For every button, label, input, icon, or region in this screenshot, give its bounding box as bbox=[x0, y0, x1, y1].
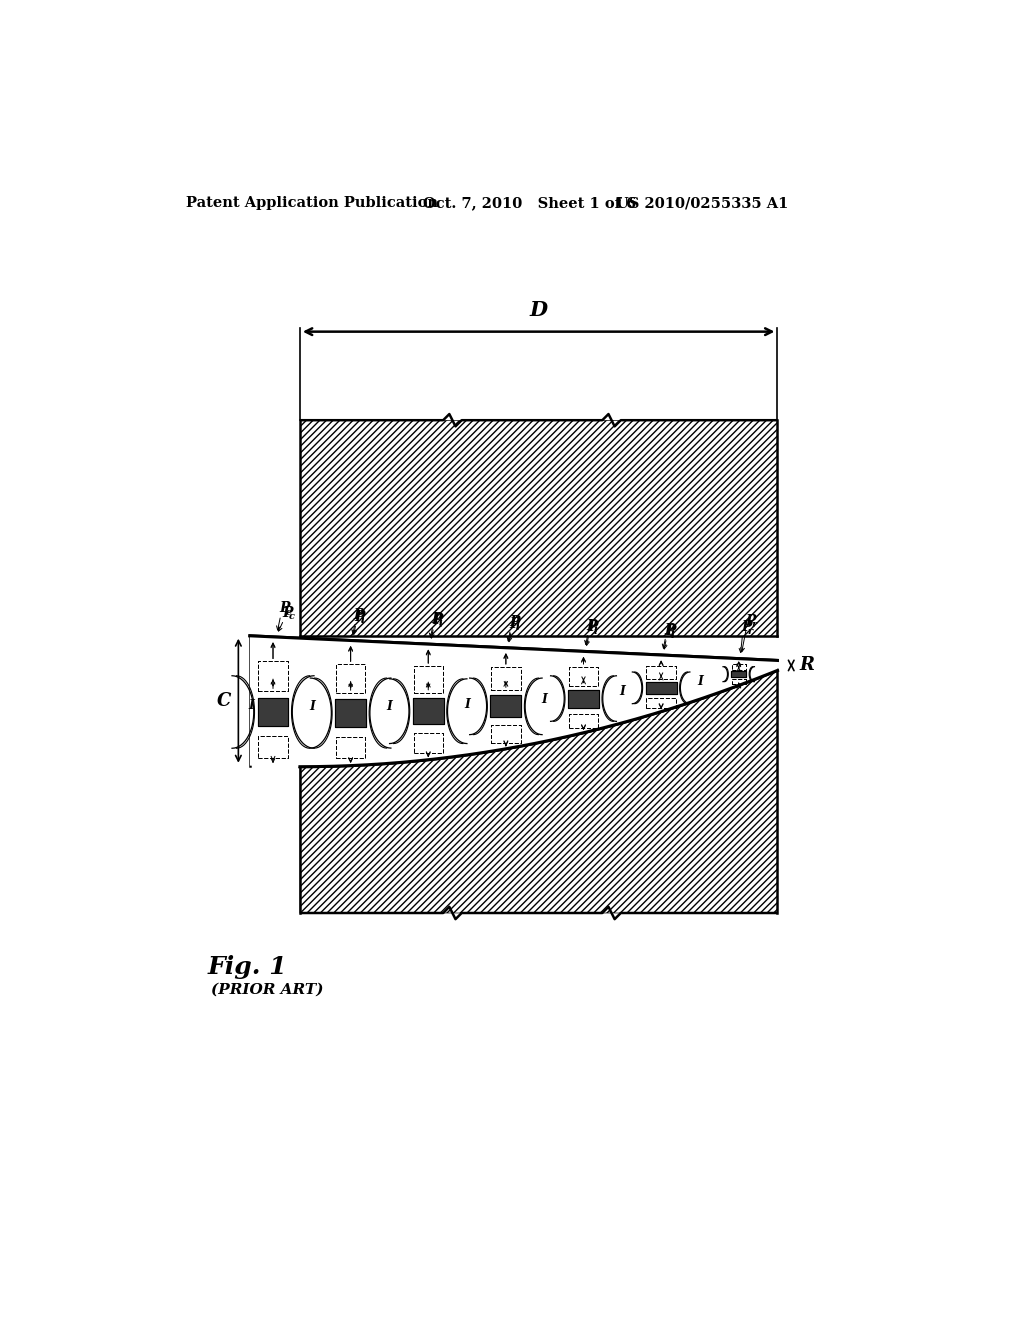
Bar bbox=[258, 698, 289, 726]
Text: I: I bbox=[249, 700, 254, 711]
Text: i: i bbox=[671, 630, 675, 638]
Bar bbox=[335, 700, 366, 727]
Bar bbox=[336, 737, 366, 758]
Text: P: P bbox=[744, 614, 756, 628]
Text: c: c bbox=[289, 612, 295, 622]
Text: I: I bbox=[309, 700, 314, 713]
Text: I: I bbox=[249, 700, 254, 711]
Bar bbox=[492, 667, 520, 690]
Text: R: R bbox=[799, 656, 814, 675]
Text: P: P bbox=[283, 606, 293, 620]
Polygon shape bbox=[300, 671, 777, 913]
Bar bbox=[258, 737, 288, 759]
Bar bbox=[569, 714, 598, 727]
Bar bbox=[732, 680, 745, 684]
Bar bbox=[492, 725, 520, 743]
Text: i: i bbox=[438, 618, 442, 627]
Text: i: i bbox=[438, 619, 442, 628]
Bar bbox=[569, 667, 598, 685]
Bar bbox=[646, 681, 677, 694]
Bar bbox=[258, 698, 289, 726]
Bar bbox=[414, 733, 443, 752]
Text: D: D bbox=[529, 300, 548, 321]
Text: I: I bbox=[697, 676, 702, 688]
Text: I: I bbox=[464, 698, 470, 710]
Text: I: I bbox=[542, 693, 548, 706]
Bar bbox=[335, 700, 366, 727]
Bar bbox=[258, 661, 288, 692]
Bar bbox=[646, 698, 676, 708]
Polygon shape bbox=[250, 636, 777, 767]
Bar bbox=[414, 667, 443, 693]
Text: P: P bbox=[587, 619, 597, 632]
Text: I: I bbox=[542, 693, 548, 706]
Text: P: P bbox=[510, 616, 520, 631]
Text: r: r bbox=[752, 620, 757, 630]
Bar bbox=[732, 680, 745, 684]
Text: P: P bbox=[353, 609, 365, 622]
Bar bbox=[646, 665, 676, 678]
Bar bbox=[413, 698, 443, 723]
Text: I: I bbox=[697, 676, 702, 688]
Text: i: i bbox=[594, 627, 597, 636]
Bar bbox=[414, 733, 443, 752]
Bar bbox=[490, 696, 521, 718]
Text: P: P bbox=[280, 602, 290, 615]
Text: i: i bbox=[360, 615, 365, 623]
Text: r: r bbox=[748, 627, 753, 635]
Text: Fig. 1: Fig. 1 bbox=[208, 954, 287, 979]
Text: P: P bbox=[741, 620, 752, 634]
Bar bbox=[731, 671, 746, 677]
Text: P: P bbox=[354, 610, 365, 623]
Bar bbox=[732, 664, 745, 669]
Bar bbox=[413, 698, 443, 723]
Text: I: I bbox=[309, 700, 314, 713]
Text: I: I bbox=[464, 698, 470, 710]
Text: C: C bbox=[217, 692, 231, 710]
Text: P: P bbox=[665, 623, 675, 636]
Bar bbox=[732, 664, 745, 669]
Bar bbox=[414, 667, 443, 693]
Text: i: i bbox=[594, 626, 597, 635]
Text: I: I bbox=[386, 700, 392, 713]
Bar bbox=[336, 664, 366, 693]
Text: i: i bbox=[671, 631, 675, 640]
Text: i: i bbox=[360, 616, 365, 626]
Text: I: I bbox=[386, 700, 392, 713]
Text: I: I bbox=[620, 685, 626, 698]
Text: P: P bbox=[509, 615, 519, 630]
Text: i: i bbox=[516, 622, 519, 631]
Bar bbox=[336, 664, 366, 693]
Bar bbox=[731, 671, 746, 677]
Bar bbox=[569, 714, 598, 727]
Text: (PRIOR ART): (PRIOR ART) bbox=[211, 983, 324, 997]
Bar bbox=[490, 696, 521, 718]
Bar bbox=[258, 737, 288, 759]
Text: P: P bbox=[665, 624, 676, 638]
Bar bbox=[336, 737, 366, 758]
Text: P: P bbox=[431, 611, 441, 626]
Bar bbox=[258, 661, 288, 692]
Text: Oct. 7, 2010   Sheet 1 of 6: Oct. 7, 2010 Sheet 1 of 6 bbox=[423, 197, 636, 210]
Text: c: c bbox=[286, 607, 292, 616]
Bar bbox=[568, 689, 599, 708]
Bar bbox=[646, 681, 677, 694]
Bar bbox=[492, 667, 520, 690]
Text: US 2010/0255335 A1: US 2010/0255335 A1 bbox=[615, 197, 788, 210]
Text: P: P bbox=[588, 620, 598, 635]
Bar bbox=[569, 667, 598, 685]
Text: i: i bbox=[516, 623, 519, 632]
Bar bbox=[646, 698, 676, 708]
Polygon shape bbox=[300, 420, 777, 636]
Text: P: P bbox=[432, 614, 442, 627]
Text: Patent Application Publication: Patent Application Publication bbox=[186, 197, 438, 210]
Bar bbox=[646, 665, 676, 678]
Bar bbox=[568, 689, 599, 708]
Text: I: I bbox=[620, 685, 626, 698]
Bar bbox=[492, 725, 520, 743]
